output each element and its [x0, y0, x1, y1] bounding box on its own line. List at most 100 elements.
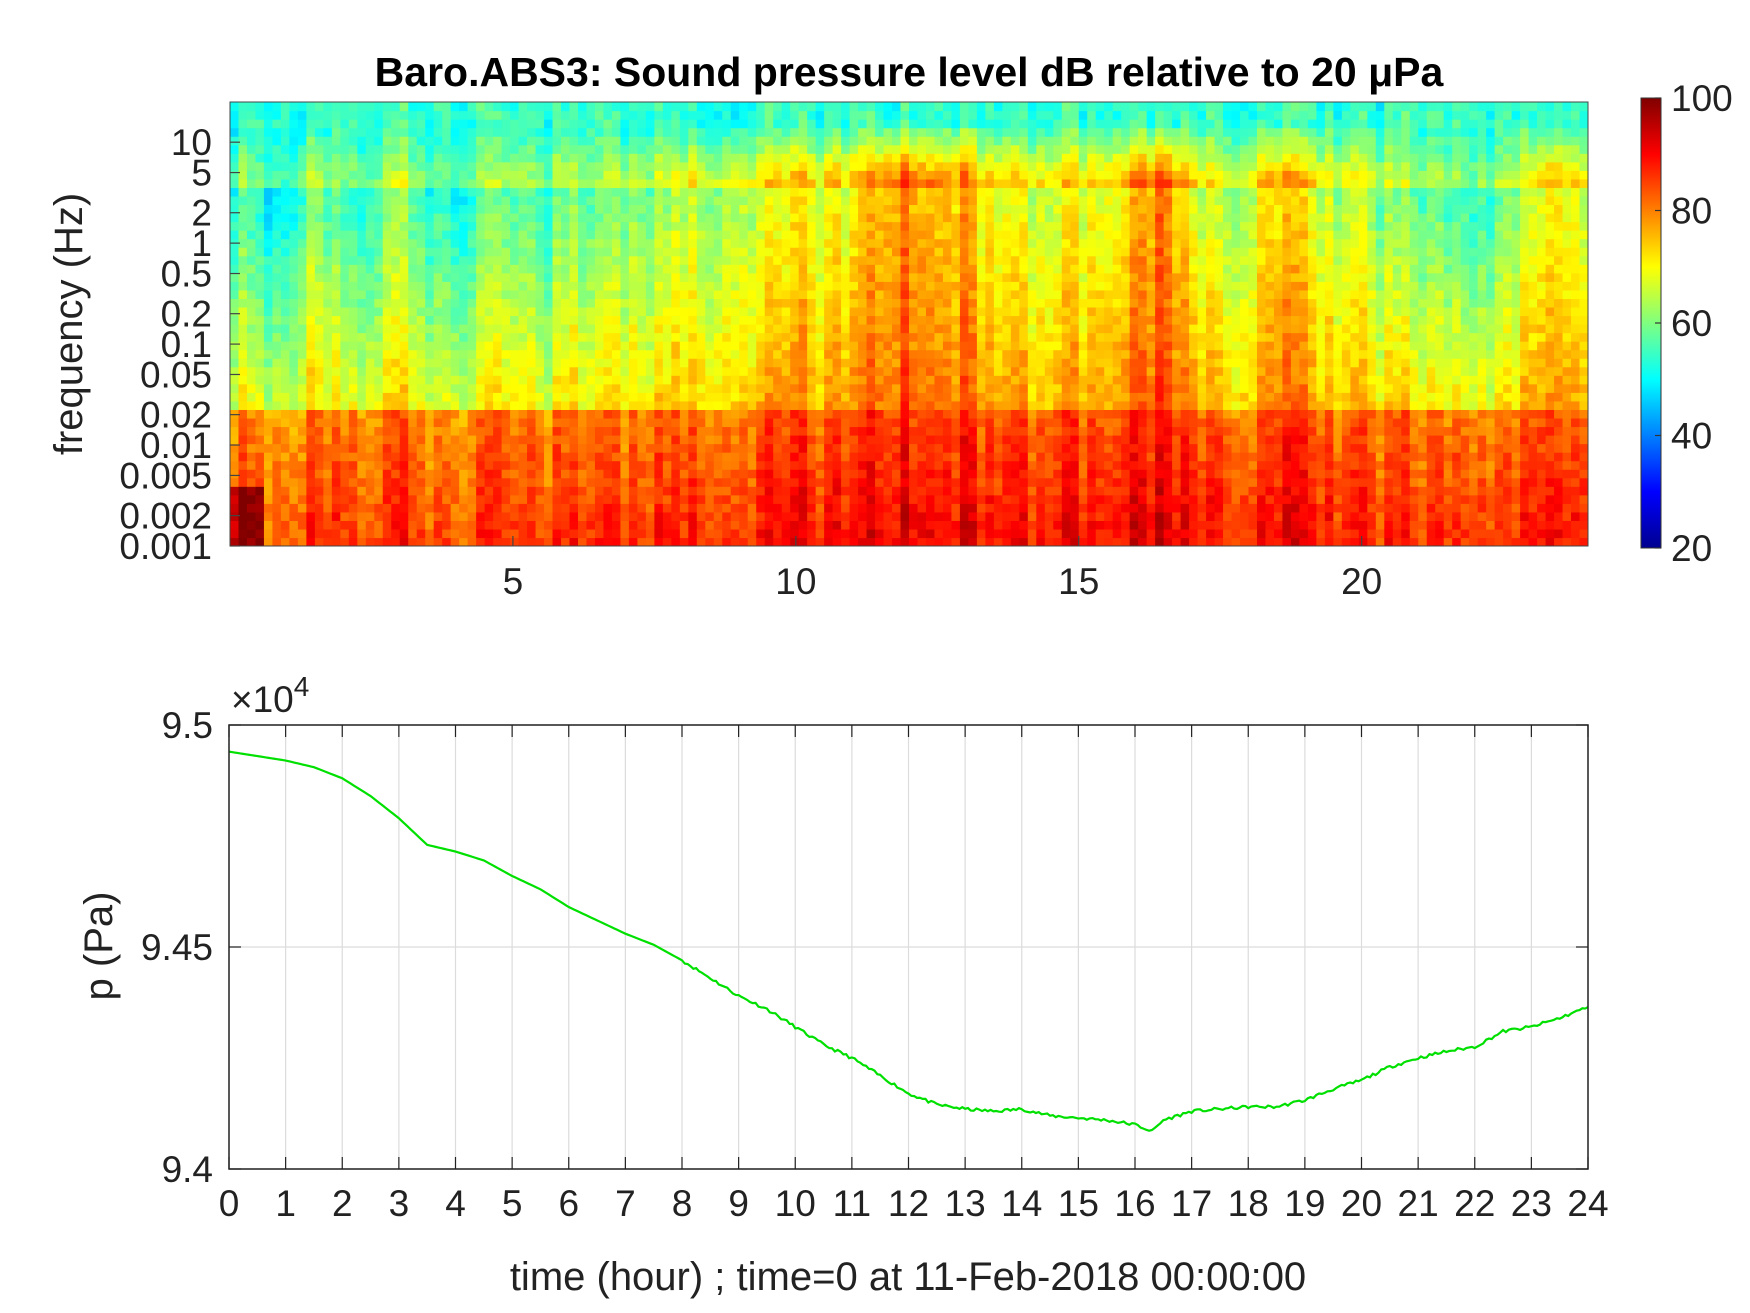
spectrogram-cell [416, 127, 426, 137]
spectrogram-cell [535, 417, 545, 428]
spectrogram-cell [246, 520, 257, 530]
spectrogram-cell [976, 417, 986, 428]
spectrogram-cell [425, 306, 435, 317]
spectrogram-cell [739, 238, 749, 248]
spectrogram-cell [314, 204, 324, 214]
spectrogram-cell [306, 417, 316, 428]
spectrogram-cell [942, 503, 953, 513]
spectrogram-cell [824, 503, 834, 513]
spectrogram-cell [713, 494, 723, 504]
spectrogram-cell [280, 306, 291, 317]
spectrogram-cell [586, 477, 596, 487]
spectrogram-cell [510, 469, 520, 479]
spectrogram-cell [577, 247, 588, 257]
spectrogram-cell [425, 281, 435, 291]
spectrogram-cell [306, 503, 316, 513]
spectrogram-cell [357, 417, 367, 428]
spectrogram-cell [773, 426, 783, 436]
spectrogram-cell [246, 349, 257, 359]
spectrogram-cell [985, 537, 995, 546]
spectrogram-cell [408, 409, 418, 419]
spectrogram-cell [399, 409, 409, 419]
spectrogram-cell [993, 435, 1003, 445]
spectrogram-cell [628, 486, 638, 496]
spectrogram-cell [790, 136, 800, 146]
spectrogram-cell [297, 443, 307, 453]
spectrogram-cell [705, 306, 715, 317]
spectrogram-cell [993, 161, 1003, 171]
spectrogram-cell [671, 170, 681, 180]
spectrogram-cell [993, 358, 1003, 368]
spectrogram-cell [1002, 281, 1012, 291]
spectrogram-cell [577, 443, 588, 453]
spectrogram-cell [1010, 170, 1020, 180]
spectrogram-cell [527, 204, 537, 214]
spectrogram-cell [824, 272, 834, 282]
spectrogram-cell [756, 341, 766, 351]
spectrogram-cell [620, 110, 630, 120]
spectrogram-cell [909, 187, 919, 197]
spectrogram-cell [1027, 349, 1037, 359]
spectrogram-cell [713, 238, 723, 248]
spectrogram-cell [951, 264, 961, 274]
spectrogram-cell [263, 153, 274, 163]
spectrogram-cell [552, 102, 562, 112]
spectrogram-cell [807, 469, 817, 479]
spectrogram-cell [951, 298, 961, 308]
spectrogram-cell [1019, 460, 1029, 470]
spectrogram-cell [263, 255, 274, 265]
spectrogram-cell [900, 400, 910, 410]
spectrogram-cell [272, 349, 282, 359]
spectrogram-cell [289, 341, 299, 351]
spectrogram-cell [535, 102, 545, 112]
spectrogram-cell [535, 409, 545, 419]
spectrogram-cell [866, 520, 876, 530]
spectrogram-cell [535, 127, 545, 137]
spectrogram-cell [535, 221, 545, 231]
spectrogram-cell [985, 102, 995, 112]
spectrogram-cell [501, 324, 511, 334]
spectrogram-cell [425, 435, 435, 445]
spectrogram-cell [722, 528, 732, 539]
spectrogram-cell [900, 537, 910, 546]
spectrogram-cell [484, 494, 494, 504]
spectrogram-cell [561, 460, 571, 470]
spectrogram-cell [331, 417, 341, 428]
spectrogram-cell [637, 486, 647, 496]
spectrogram-cell [942, 324, 953, 334]
spectrogram-cell [357, 511, 367, 521]
spectrogram-cell [552, 409, 562, 419]
spectrogram-cell [628, 435, 638, 445]
spectrogram-cell [909, 127, 919, 137]
spectrogram-cell [314, 477, 324, 487]
spectrogram-cell [790, 503, 800, 513]
spectrogram-cell [807, 247, 817, 257]
spectrogram-cell [459, 161, 469, 171]
spectrogram-cell [518, 298, 528, 308]
spectrogram-cell [357, 358, 367, 368]
spectrogram-cell [951, 494, 961, 504]
spectrogram-cell [849, 247, 859, 257]
spectrogram-cell [340, 469, 350, 479]
spectrogram-cell [739, 289, 749, 299]
spectrogram-cell [841, 110, 851, 120]
spectrogram-cell [875, 375, 885, 385]
spectrogram-cell [611, 443, 622, 453]
spectrogram-cell [433, 324, 443, 334]
spectrogram-cell [280, 400, 291, 410]
spectrogram-cell [459, 127, 469, 137]
spectrogram-cell [510, 136, 520, 146]
spectrogram-cell [976, 460, 986, 470]
spectrogram-cell [331, 452, 341, 462]
spectrogram-cell [875, 144, 885, 154]
spectrogram-cell [603, 187, 613, 197]
spectrogram-cell [790, 332, 800, 342]
spectrogram-cell [705, 375, 715, 385]
spectrogram-cell [1019, 528, 1029, 539]
spectrogram-cell [807, 520, 817, 530]
spectrogram-cell [425, 511, 435, 521]
spectrogram-cell [348, 315, 358, 325]
spectrogram-cell [442, 443, 452, 453]
spectrogram-cell [331, 486, 341, 496]
spectrogram-cell [611, 417, 622, 428]
